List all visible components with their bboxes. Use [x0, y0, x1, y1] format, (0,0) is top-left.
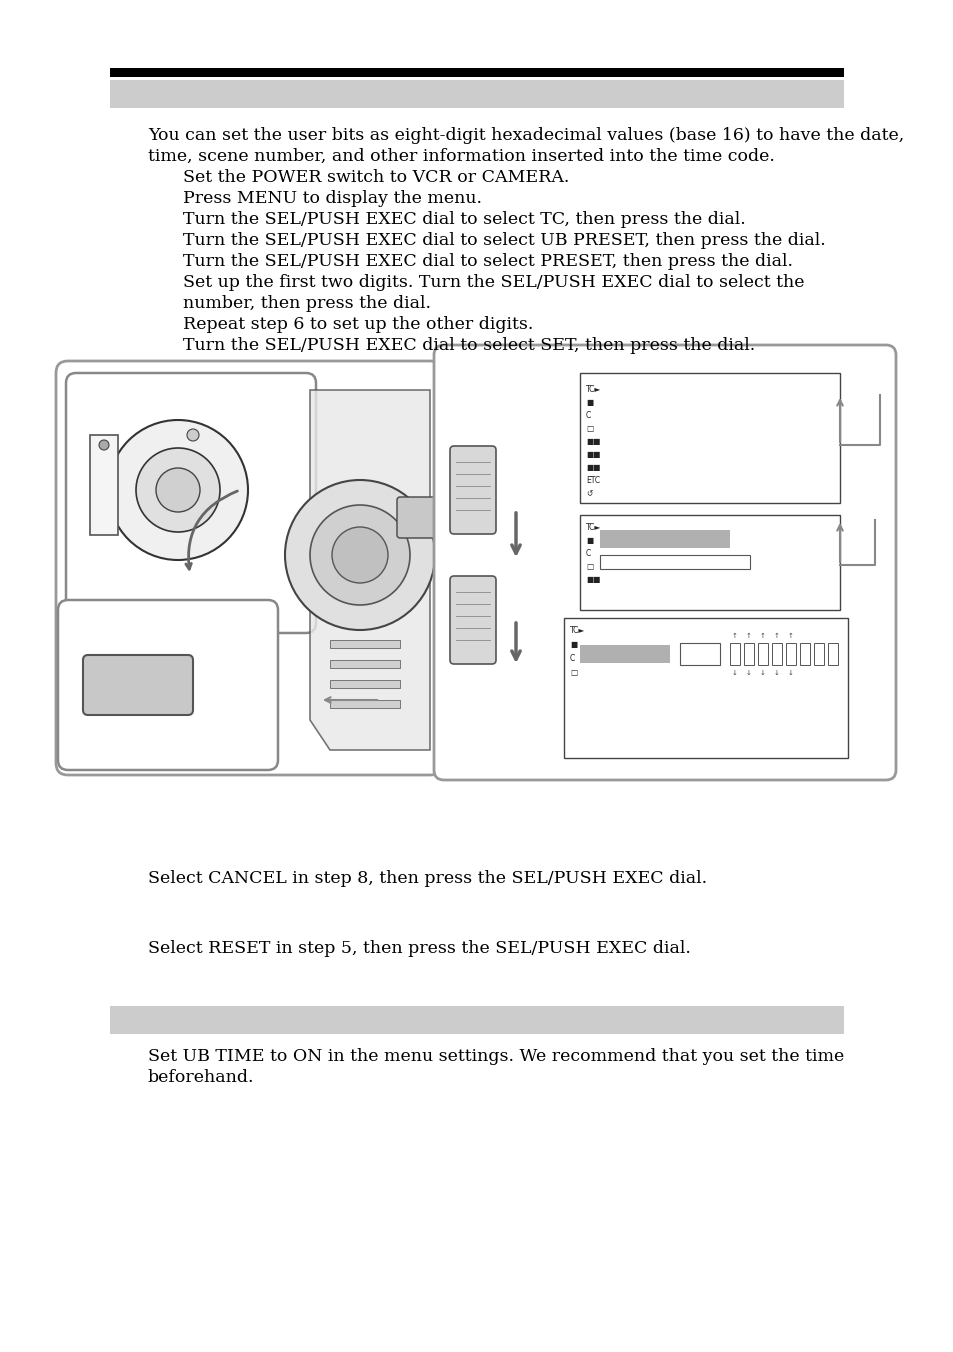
Text: Set up the first two digits. Turn the SEL/PUSH EXEC dial to select the: Set up the first two digits. Turn the SE… — [183, 274, 803, 291]
Bar — [563, 618, 847, 758]
Text: □: □ — [569, 668, 577, 677]
Text: Turn the SEL/PUSH EXEC dial to select PRESET, then press the dial.: Turn the SEL/PUSH EXEC dial to select PR… — [183, 253, 792, 270]
Circle shape — [332, 527, 388, 583]
Text: □: □ — [585, 562, 593, 571]
Text: You can set the user bits as eight-digit hexadecimal values (base 16) to have th: You can set the user bits as eight-digit… — [148, 127, 903, 145]
Text: TC►: TC► — [585, 523, 600, 531]
FancyBboxPatch shape — [83, 654, 193, 715]
Text: ■■: ■■ — [585, 437, 599, 446]
Circle shape — [187, 429, 199, 441]
Bar — [758, 644, 767, 665]
Bar — [599, 530, 729, 548]
Text: Turn the SEL/PUSH EXEC dial to select SET, then press the dial.: Turn the SEL/PUSH EXEC dial to select SE… — [183, 337, 755, 354]
FancyBboxPatch shape — [56, 361, 441, 775]
Circle shape — [156, 468, 200, 512]
FancyBboxPatch shape — [396, 498, 442, 538]
Text: ↓: ↓ — [773, 671, 779, 676]
Text: beforehand.: beforehand. — [148, 1069, 254, 1086]
Text: Turn the SEL/PUSH EXEC dial to select UB PRESET, then press the dial.: Turn the SEL/PUSH EXEC dial to select UB… — [183, 233, 825, 249]
Text: Select CANCEL in step 8, then press the SEL/PUSH EXEC dial.: Select CANCEL in step 8, then press the … — [148, 869, 706, 887]
Text: C: C — [585, 549, 591, 558]
Text: ■: ■ — [585, 397, 593, 407]
Text: Set the POWER switch to VCR or CAMERA.: Set the POWER switch to VCR or CAMERA. — [183, 169, 569, 187]
FancyBboxPatch shape — [450, 446, 496, 534]
Circle shape — [310, 506, 410, 604]
Text: ■■: ■■ — [585, 450, 599, 458]
Text: ↓: ↓ — [731, 671, 737, 676]
Bar — [579, 373, 840, 503]
Bar — [330, 660, 399, 668]
Text: time, scene number, and other information inserted into the time code.: time, scene number, and other informatio… — [148, 147, 774, 165]
Text: ↑: ↑ — [773, 633, 779, 639]
FancyBboxPatch shape — [434, 345, 895, 780]
Bar — [771, 644, 781, 665]
Bar — [579, 645, 669, 662]
Text: ↓: ↓ — [787, 671, 793, 676]
Text: TC►: TC► — [569, 626, 584, 635]
Text: Select RESET in step 5, then press the SEL/PUSH EXEC dial.: Select RESET in step 5, then press the S… — [148, 940, 690, 957]
Text: Turn the SEL/PUSH EXEC dial to select TC, then press the dial.: Turn the SEL/PUSH EXEC dial to select TC… — [183, 211, 745, 228]
Bar — [785, 644, 795, 665]
FancyBboxPatch shape — [58, 600, 277, 771]
FancyBboxPatch shape — [66, 373, 315, 633]
Bar — [729, 644, 740, 665]
Text: Repeat step 6 to set up the other digits.: Repeat step 6 to set up the other digits… — [183, 316, 533, 333]
Bar — [800, 644, 809, 665]
Text: ↓: ↓ — [745, 671, 751, 676]
Text: C: C — [569, 654, 575, 662]
Circle shape — [108, 420, 248, 560]
Bar — [679, 644, 720, 665]
Text: ■■: ■■ — [585, 462, 599, 472]
Bar — [743, 644, 753, 665]
Bar — [330, 639, 399, 648]
Bar — [330, 700, 399, 708]
Text: ■■: ■■ — [585, 575, 599, 584]
Text: Press MENU to display the menu.: Press MENU to display the menu. — [183, 191, 481, 207]
Text: ↓: ↓ — [760, 671, 765, 676]
Text: □: □ — [585, 425, 593, 433]
Circle shape — [99, 439, 109, 450]
Text: number, then press the dial.: number, then press the dial. — [183, 295, 431, 312]
Bar — [330, 680, 399, 688]
Text: Set UB TIME to ON in the menu settings. We recommend that you set the time: Set UB TIME to ON in the menu settings. … — [148, 1048, 843, 1065]
Polygon shape — [310, 389, 430, 750]
Bar — [110, 80, 843, 108]
Text: ■: ■ — [585, 535, 593, 545]
Text: ↑: ↑ — [745, 633, 751, 639]
Text: ↑: ↑ — [787, 633, 793, 639]
Text: ↑: ↑ — [731, 633, 737, 639]
Bar — [599, 556, 749, 569]
Text: ↺: ↺ — [585, 489, 592, 498]
Text: TC►: TC► — [585, 385, 600, 393]
Bar — [579, 515, 840, 610]
Bar — [90, 435, 118, 535]
Circle shape — [136, 448, 220, 531]
Bar — [110, 68, 843, 77]
FancyBboxPatch shape — [450, 576, 496, 664]
Text: C: C — [585, 411, 591, 420]
Bar — [827, 644, 837, 665]
Bar — [813, 644, 823, 665]
Text: ■: ■ — [569, 639, 577, 649]
Bar — [110, 1006, 843, 1034]
Circle shape — [285, 480, 435, 630]
Text: ETC: ETC — [585, 476, 599, 485]
Text: ↑: ↑ — [760, 633, 765, 639]
